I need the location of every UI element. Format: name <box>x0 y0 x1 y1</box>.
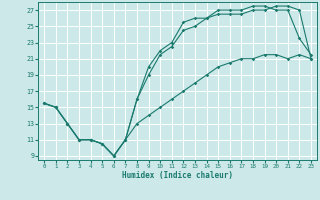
X-axis label: Humidex (Indice chaleur): Humidex (Indice chaleur) <box>122 171 233 180</box>
